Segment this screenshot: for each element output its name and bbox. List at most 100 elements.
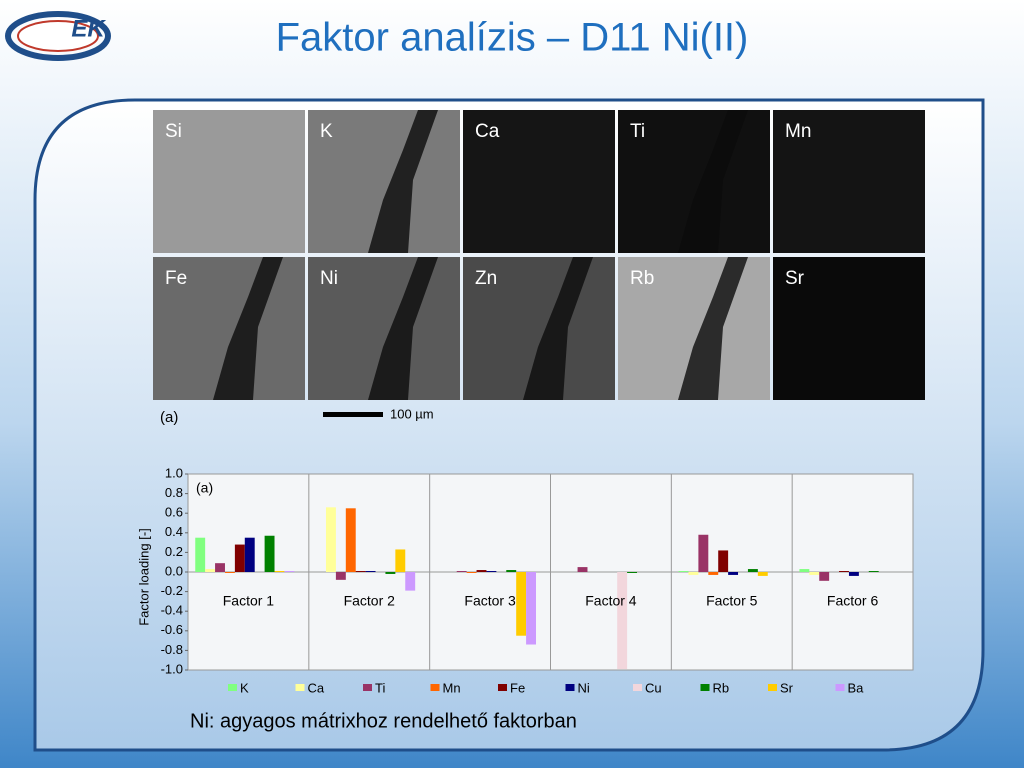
bar <box>244 537 255 572</box>
legend-swatch <box>768 684 777 691</box>
map-label: Zn <box>475 268 497 289</box>
bar <box>456 571 467 572</box>
footer-text: Ni: agyagos mátrixhoz rendelhető faktorb… <box>190 710 577 732</box>
scale-label: 100 µm <box>390 406 434 421</box>
y-tick-label: -0.6 <box>161 622 183 637</box>
legend-swatch <box>565 684 575 691</box>
legend-swatch <box>498 684 507 691</box>
bar <box>224 572 235 573</box>
bar <box>395 549 406 572</box>
legend-label: Cu <box>645 680 662 695</box>
bar <box>839 571 849 572</box>
map-label: Fe <box>165 268 187 289</box>
bar <box>486 571 497 572</box>
map-label: Ca <box>475 121 500 142</box>
bar <box>365 571 376 572</box>
bar <box>274 571 285 572</box>
bar <box>405 572 416 591</box>
legend-swatch <box>363 684 372 691</box>
legend-label: Sr <box>780 680 794 695</box>
legend-label: Mn <box>443 680 461 695</box>
bar <box>698 534 709 572</box>
y-tick-label: -0.2 <box>161 583 183 598</box>
bar <box>234 544 245 572</box>
y-tick-label: 0.0 <box>165 563 183 578</box>
bar <box>799 569 810 572</box>
y-tick-label: -1.0 <box>161 661 183 676</box>
bar <box>577 567 588 572</box>
map-tile <box>773 110 925 253</box>
bar <box>617 572 628 670</box>
legend-label: K <box>240 680 249 695</box>
bar <box>385 572 396 574</box>
y-tick-label: 0.6 <box>165 505 183 520</box>
y-tick-label: 0.8 <box>165 485 183 500</box>
x-tick-label: Factor 2 <box>344 593 396 609</box>
bar <box>526 572 536 645</box>
bar <box>215 563 225 572</box>
bar <box>516 572 527 636</box>
bar <box>466 572 477 573</box>
bar <box>355 571 366 572</box>
map-feature <box>678 257 748 400</box>
legend-label: Fe <box>510 680 525 695</box>
y-tick-label: -0.8 <box>161 642 183 657</box>
x-tick-label: Factor 1 <box>223 593 275 609</box>
bar <box>678 571 689 572</box>
y-tick-label: 0.2 <box>165 544 183 559</box>
scale-bar <box>323 412 383 417</box>
bar <box>325 507 336 572</box>
map-label: Si <box>165 121 182 142</box>
legend-label: Rb <box>713 680 730 695</box>
map-feature <box>368 257 438 400</box>
legend-swatch <box>633 684 642 691</box>
legend-label: Ca <box>308 680 325 695</box>
map-label: Sr <box>785 268 805 289</box>
chart-annotation: (a) <box>196 480 213 496</box>
map-tile <box>153 110 305 253</box>
bar <box>809 572 820 575</box>
legend-label: Ni <box>578 680 590 695</box>
bar <box>708 572 719 575</box>
legend-swatch <box>295 684 305 691</box>
legend-label: Ti <box>375 680 385 695</box>
map-tile <box>773 257 925 400</box>
y-tick-label: 0.4 <box>165 524 183 539</box>
map-feature <box>678 110 748 253</box>
bar <box>205 569 216 572</box>
map-label: Ti <box>630 121 645 142</box>
map-label: Ni <box>320 268 338 289</box>
bar <box>627 572 638 573</box>
bar <box>345 508 356 572</box>
map-caption: (a) <box>160 409 178 426</box>
bar <box>335 572 346 580</box>
bar <box>757 572 768 576</box>
logo: EK <box>5 11 111 61</box>
legend-label: Ba <box>848 680 865 695</box>
legend-swatch <box>700 684 710 691</box>
bar <box>728 572 739 575</box>
map-label: Mn <box>785 121 811 142</box>
y-axis-label: Factor loading [-] <box>136 528 151 626</box>
legend-swatch <box>228 684 237 691</box>
bar <box>718 550 729 572</box>
x-tick-label: Factor 3 <box>464 593 516 609</box>
y-tick-label: 1.0 <box>165 465 183 480</box>
slide-title: Faktor analízis – D11 Ni(II) <box>276 16 749 60</box>
x-tick-label: Factor 4 <box>585 593 637 609</box>
y-tick-label: -0.4 <box>161 603 183 618</box>
bar <box>848 572 859 576</box>
bar <box>688 572 699 575</box>
x-tick-label: Factor 5 <box>706 593 758 609</box>
bar <box>506 570 517 572</box>
map-feature <box>523 257 593 400</box>
bar <box>819 572 830 581</box>
map-label: Rb <box>630 268 654 289</box>
legend-swatch <box>430 684 440 691</box>
element-maps: Si K Ca Ti Mn Fe Ni Zn Rb Sr <box>153 110 925 400</box>
legend-swatch <box>835 684 845 691</box>
map-tile <box>463 110 615 253</box>
map-label: K <box>320 121 333 142</box>
map-feature <box>368 110 438 253</box>
